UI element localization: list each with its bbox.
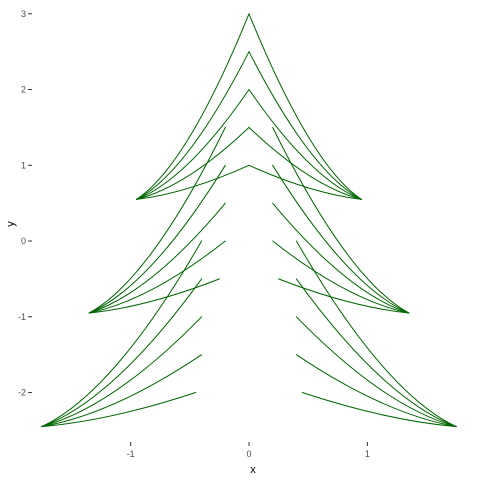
tree-curve-4 [249, 52, 362, 200]
tree-curve-11 [89, 127, 225, 313]
tree-curve-16 [273, 203, 409, 313]
y-tick-label: 2 [21, 85, 26, 95]
y-tick-label: -2 [18, 388, 26, 398]
tree-curve-6 [249, 90, 362, 200]
y-tick-label: 0 [21, 236, 26, 246]
tree-curve-12 [273, 127, 409, 313]
tree-curve-25 [42, 317, 202, 427]
x-tick-label: 1 [365, 449, 370, 459]
tree-curve-23 [42, 279, 202, 427]
curves-layer [42, 14, 456, 427]
tree-curve-1 [137, 14, 250, 200]
x-tick-label: 0 [246, 449, 251, 459]
x-axis-ticks: -1 0 1 [127, 442, 370, 459]
y-tick-label: -1 [18, 312, 26, 322]
tree-curve-5 [137, 90, 250, 200]
y-tick-label: 3 [21, 9, 26, 19]
y-tick-label: 1 [21, 160, 26, 170]
x-tick-label: -1 [127, 449, 135, 459]
tree-curve-13 [89, 165, 225, 313]
tree-curve-24 [296, 279, 456, 427]
tree-curve-2 [249, 14, 362, 200]
tree-curve-15 [89, 203, 225, 313]
y-axis-title: y [5, 221, 17, 227]
tree-curve-14 [273, 165, 409, 313]
y-axis-ticks: -2 -1 0 1 2 3 [18, 9, 32, 398]
tree-curve-3 [137, 52, 250, 200]
tree-curve-26 [296, 317, 456, 427]
x-axis-title: x [250, 464, 256, 476]
